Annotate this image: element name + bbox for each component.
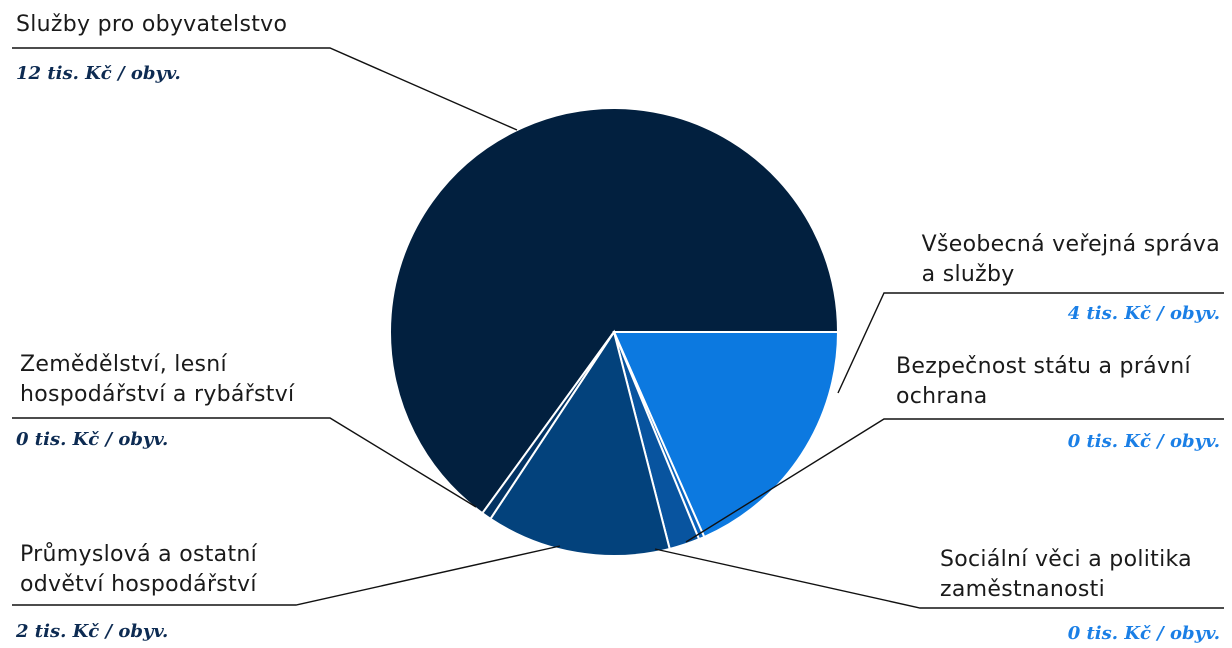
leader-line-zemedelstvi — [12, 417, 477, 508]
slice-value-prumysl: 2 tis. Kč / obyv. — [16, 621, 169, 642]
slice-value-socialni: 0 tis. Kč / obyv. — [1067, 623, 1220, 644]
slice-label-prumysl: Průmyslová a ostatní odvětví hospodářstv… — [20, 540, 257, 600]
slice-name-prumysl-line2: odvětví hospodářství — [20, 572, 257, 597]
leader-line-prumysl — [12, 545, 561, 606]
leader-line-bezpecnost — [685, 418, 1224, 543]
slice-label-zemedelstvi: Zemědělství, lesní hospodářství a rybářs… — [20, 350, 294, 410]
slice-name-prumysl-line1: Průmyslová a ostatní — [20, 542, 258, 567]
slice-name-socialni-line1: Sociální věci a politika — [940, 547, 1192, 572]
leader-line-sprava — [837, 292, 1224, 394]
slice-name-sprava-line2: a služby — [921, 262, 1015, 287]
slice-name-socialni-line2: zaměstnanosti — [940, 577, 1106, 602]
slice-name-zemedelstvi-line1: Zemědělství, lesní — [20, 352, 227, 377]
slice-value-bezpecnost: 0 tis. Kč / obyv. — [1067, 431, 1220, 452]
slice-name-sprava-line1: Všeobecná veřejná správa — [921, 232, 1220, 257]
slice-name-bezpecnost-line1: Bezpečnost státu a právní — [896, 354, 1191, 379]
slice-name-zemedelstvi-line2: hospodářství a rybářství — [20, 382, 295, 407]
slice-label-bezpecnost: Bezpečnost státu a právní ochrana — [896, 352, 1191, 412]
slice-label-sprava: Všeobecná veřejná správa a služby — [922, 230, 1220, 290]
pie-slice-5 — [489, 329, 671, 557]
pie-slice-1 — [389, 107, 840, 515]
slice-value-sprava: 4 tis. Kč / obyv. — [1067, 303, 1220, 324]
pie-slice-6 — [480, 331, 615, 521]
slice-name-sluzby: Služby pro obyvatelstvo — [16, 12, 288, 37]
slice-label-sluzby: Služby pro obyvatelstvo — [16, 10, 287, 40]
leader-line-sluzby — [12, 47, 518, 131]
leader-line-socialni — [654, 548, 1224, 609]
slice-name-bezpecnost-line2: ochrana — [896, 384, 988, 409]
slice-value-zemedelstvi: 0 tis. Kč / obyv. — [16, 429, 169, 450]
slice-label-socialni: Sociální věci a politika zaměstnanosti — [940, 545, 1192, 605]
slice-value-sluzby: 12 tis. Kč / obyv. — [16, 63, 181, 84]
pie-slice-2 — [612, 331, 840, 539]
